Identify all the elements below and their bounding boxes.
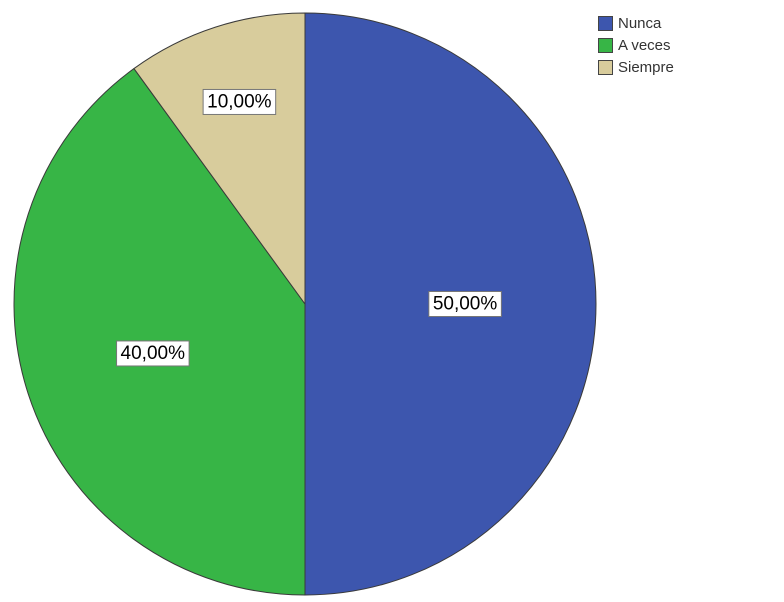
data-label-text-siempre: 10,00% (207, 91, 272, 112)
chart-legend: Nunca A veces Siempre (598, 12, 674, 78)
data-label-box-siempre (202, 88, 277, 115)
data-label-siempre: 10,00% (202, 88, 277, 115)
data-label-text-nunca: 50,00% (433, 294, 498, 315)
data-label-nunca: 50,00% (428, 291, 502, 317)
data-label-a-veces: 40,00% (116, 340, 190, 367)
pie-slice-siempre (133, 12, 306, 306)
legend-swatch-nunca (598, 15, 613, 31)
legend-label-nunca: Nunca (618, 14, 662, 32)
legend-label-siempre: Siempre (618, 58, 674, 76)
legend-item-a-veces: A veces (598, 34, 674, 56)
data-label-text-a-veces: 40,00% (121, 343, 186, 364)
legend-item-siempre: Siempre (598, 56, 674, 78)
data-label-box-a-veces (116, 340, 190, 367)
pie-slice-a-veces (13, 67, 306, 596)
legend-label-a-veces: A veces (618, 36, 671, 54)
data-label-box-nunca (428, 291, 502, 317)
legend-swatch-siempre (598, 59, 613, 75)
legend-swatch-a-veces (598, 37, 613, 53)
legend-item-nunca: Nunca (598, 12, 674, 34)
